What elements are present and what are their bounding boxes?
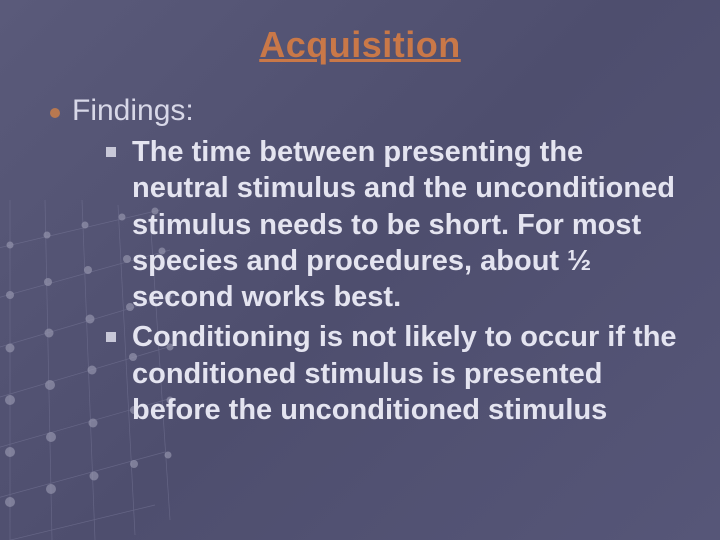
slide-title: Acquisition: [40, 24, 680, 66]
findings-label: Findings:: [72, 94, 194, 128]
findings-bullet-list: The time between presenting the neutral …: [50, 134, 680, 428]
square-bullet-icon: [106, 147, 116, 157]
list-item: The time between presenting the neutral …: [106, 134, 680, 315]
bullet-text: Conditioning is not likely to occur if t…: [132, 319, 680, 428]
bullet-text: The time between presenting the neutral …: [132, 134, 680, 315]
square-bullet-icon: [106, 332, 116, 342]
list-item: Conditioning is not likely to occur if t…: [106, 319, 680, 428]
findings-heading-row: Findings:: [50, 94, 680, 128]
slide-content: Findings: The time between presenting th…: [40, 94, 680, 428]
circle-bullet-icon: [50, 108, 60, 118]
slide-container: Acquisition Findings: The time between p…: [0, 0, 720, 540]
